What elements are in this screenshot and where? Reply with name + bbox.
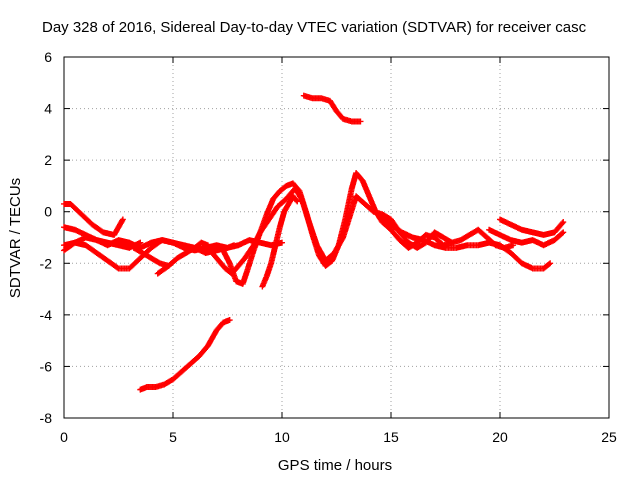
y-tick-label: 0 xyxy=(44,204,52,220)
series-arc11 xyxy=(486,226,567,249)
series-arc1 xyxy=(61,200,126,238)
series-arc12 xyxy=(137,317,233,393)
series-marks xyxy=(377,213,554,272)
series-marks xyxy=(220,170,456,287)
y-tick-label: -2 xyxy=(40,255,53,271)
series-marks xyxy=(137,317,233,393)
y-tick-label: 4 xyxy=(44,101,52,117)
series-arc13 xyxy=(300,92,364,125)
plot-frame xyxy=(63,56,610,419)
x-tick-label: 0 xyxy=(60,429,68,445)
series-marks xyxy=(300,92,364,125)
series-arc4 xyxy=(61,234,144,254)
series-marks xyxy=(61,234,144,254)
x-tick-label: 20 xyxy=(492,429,508,445)
x-tick-label: 5 xyxy=(169,429,177,445)
series-marks xyxy=(259,193,301,290)
y-tick-label: 6 xyxy=(44,49,52,65)
y-tick-label: -4 xyxy=(40,307,53,323)
axis-ticks: 0 5 10 15 20 25 -8 -6 -4 -2 0 2 4 6 xyxy=(40,49,617,445)
series-arc7 xyxy=(220,170,456,287)
y-tick-label: 2 xyxy=(44,152,52,168)
x-tick-label: 15 xyxy=(383,429,399,445)
y-tick-label: -6 xyxy=(40,358,53,374)
x-axis-label: GPS time / hours xyxy=(278,457,392,474)
y-tick-label: -8 xyxy=(40,410,53,426)
series-marks xyxy=(61,200,126,238)
series-arc8 xyxy=(259,193,301,290)
series-marks xyxy=(486,226,567,249)
series-arc9 xyxy=(377,213,554,272)
series-marks xyxy=(497,216,567,238)
series-layer xyxy=(61,92,567,393)
series-arc5 xyxy=(130,244,172,269)
chart-title: Day 328 of 2016, Sidereal Day-to-day VTE… xyxy=(42,19,587,36)
series-arc10 xyxy=(497,216,567,238)
x-tick-label: 25 xyxy=(601,429,617,445)
y-axis-label: SDTVAR / TECUs xyxy=(7,178,24,298)
x-tick-label: 10 xyxy=(274,429,290,445)
series-marks xyxy=(130,244,172,269)
